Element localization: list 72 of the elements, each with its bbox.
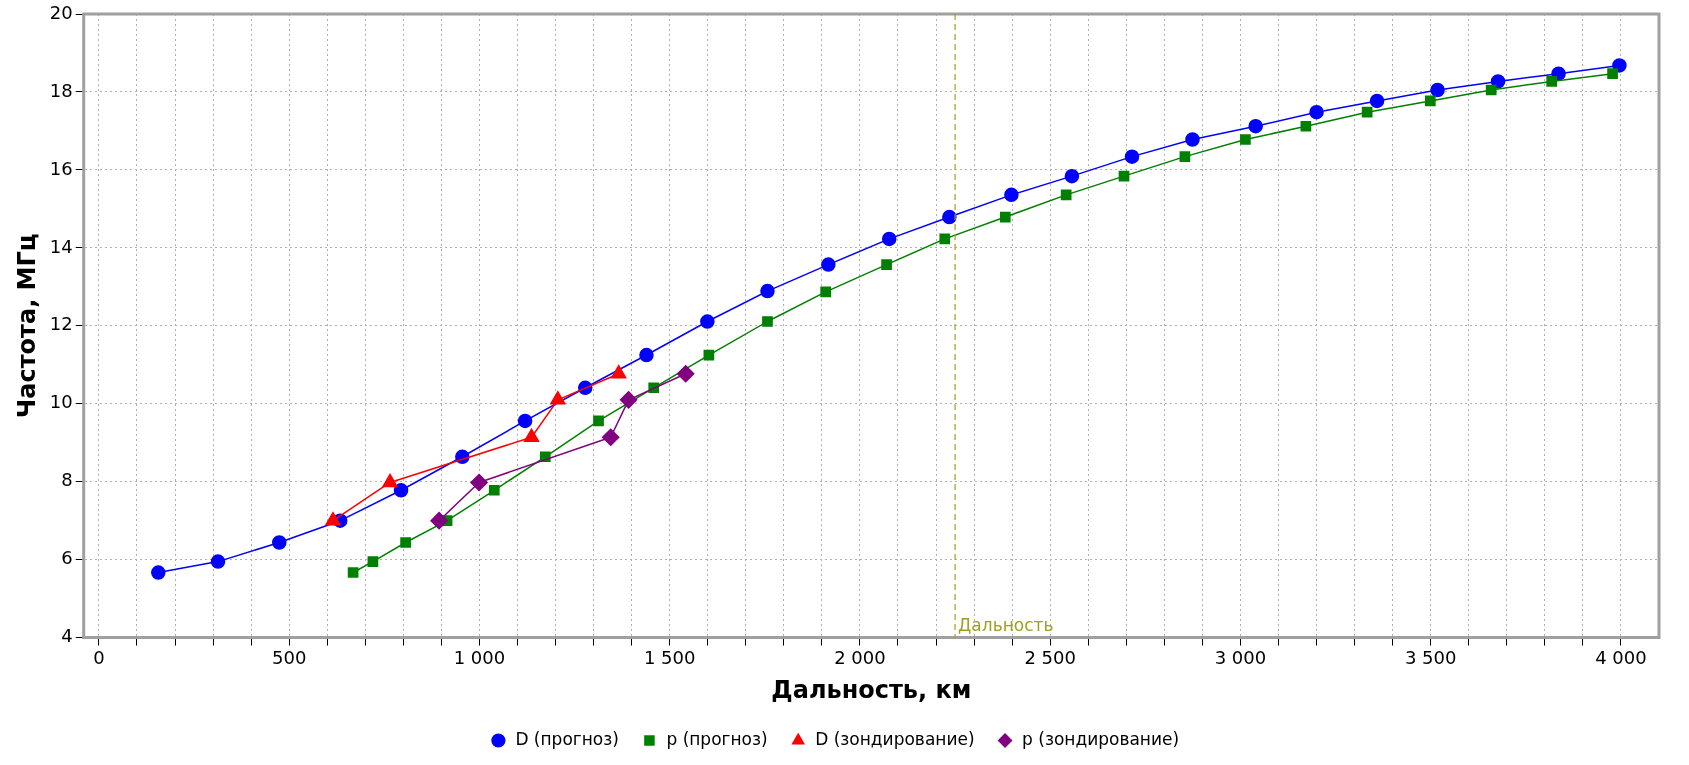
- point: [1064, 168, 1080, 184]
- point: [939, 233, 951, 245]
- y-tick-label: 8: [61, 469, 73, 491]
- y-tick-label: 4: [61, 625, 73, 647]
- point: [400, 537, 411, 548]
- y-tick-label: 20: [49, 1, 73, 23]
- x-axis-title: Дальность, км: [771, 675, 972, 704]
- point: [470, 473, 488, 492]
- legend-label: D (прогноз): [515, 728, 619, 749]
- x-tick-label: 1 500: [643, 647, 696, 669]
- legend-label: D (зондирование): [815, 728, 975, 749]
- point: [367, 556, 379, 567]
- x-tick-label: 2 000: [834, 647, 886, 669]
- point: [1060, 189, 1072, 201]
- legend-label: p (прогноз): [666, 728, 768, 749]
- point: [820, 286, 832, 298]
- point: [639, 347, 654, 363]
- point: [1369, 93, 1385, 109]
- point: [523, 428, 540, 443]
- point: [1546, 76, 1558, 87]
- x-tick-label: 3 000: [1214, 647, 1267, 669]
- point: [881, 231, 897, 247]
- point: [488, 484, 500, 496]
- point: [151, 565, 166, 580]
- point: [760, 283, 775, 299]
- point: [1300, 120, 1312, 132]
- x-tick-label: 3 500: [1404, 647, 1457, 669]
- point: [1430, 82, 1445, 98]
- point: [593, 415, 604, 427]
- point: [1124, 149, 1140, 164]
- point: [700, 314, 715, 329]
- x-tick-label: 2 500: [1024, 647, 1076, 669]
- point: [881, 259, 892, 270]
- point: [1490, 74, 1506, 89]
- y-tick-label: 6: [61, 547, 73, 569]
- x-tick-label: 0: [93, 647, 105, 669]
- y-tick-label: 18: [49, 79, 73, 101]
- point: [999, 211, 1011, 223]
- point: [619, 391, 638, 409]
- y-tick-label: 12: [49, 313, 73, 335]
- y-tick-label: 16: [49, 157, 73, 179]
- point: [762, 316, 773, 327]
- point: [210, 554, 226, 569]
- ref-line-label: Дальность: [958, 614, 1054, 635]
- point: [942, 209, 957, 225]
- point: [1004, 187, 1019, 203]
- x-tick-label: 500: [272, 647, 307, 669]
- point: [1309, 104, 1324, 120]
- point: [347, 567, 359, 578]
- point: [517, 413, 533, 429]
- point: [1248, 119, 1263, 134]
- point: [1179, 151, 1191, 162]
- point: [1361, 106, 1373, 118]
- point: [272, 535, 287, 550]
- point: [382, 473, 398, 488]
- point: [430, 511, 448, 530]
- point: [601, 428, 620, 447]
- x-tick-label: 4 000: [1595, 647, 1647, 669]
- point: [550, 391, 566, 405]
- legend-label: p (зондирование): [1022, 728, 1180, 749]
- point: [1185, 132, 1200, 147]
- point: [821, 257, 836, 272]
- x-tick-label: 1 000: [453, 647, 506, 669]
- point: [1485, 84, 1497, 96]
- point: [676, 364, 695, 383]
- point: [393, 483, 409, 498]
- point: [1240, 134, 1251, 145]
- point: [1607, 68, 1618, 79]
- y-tick-label: 14: [49, 235, 73, 257]
- y-tick-label: 10: [49, 391, 73, 413]
- y-axis-title: Частота, МГц: [12, 233, 41, 419]
- point: [1424, 95, 1436, 107]
